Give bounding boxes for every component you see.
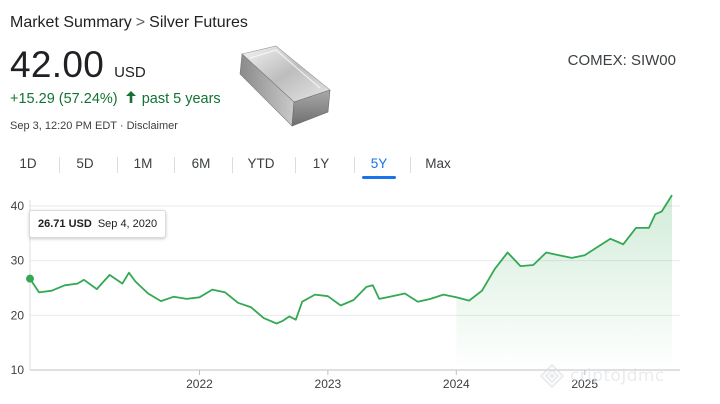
- breadcrumb: Market Summary > Silver Futures: [10, 14, 248, 32]
- tab-ytd[interactable]: YTD: [247, 156, 275, 171]
- price-line: [29, 194, 673, 325]
- tab-5y[interactable]: 5Y: [362, 150, 396, 180]
- x-tick-label: 2024: [443, 377, 470, 391]
- current-price: 42.00: [10, 44, 105, 85]
- y-tick-label: 30: [11, 254, 25, 268]
- watermark: criptoJdmc: [540, 364, 665, 388]
- hover-point: [26, 274, 34, 283]
- breadcrumb-separator: >: [135, 14, 146, 31]
- breadcrumb-current: Silver Futures: [149, 14, 248, 31]
- change-period: past 5 years: [141, 91, 221, 107]
- quote-meta: Sep 3, 12:20 PM EDT · Disclaimer: [10, 120, 178, 132]
- tab-divider: [232, 157, 233, 173]
- tooltip-value: 26.71 USD: [38, 218, 92, 230]
- tooltip-date: Sep 4, 2020: [97, 218, 158, 230]
- x-tick-label: 2025: [571, 377, 598, 391]
- price-chart[interactable]: 10 20 30 40 2022 2023 2024 2025: [0, 190, 720, 404]
- y-tick-label: 10: [11, 363, 25, 377]
- currency-label: USD: [114, 64, 146, 81]
- chart-tooltip: 26.71 USD Sep 4, 2020: [29, 210, 167, 238]
- tab-1y[interactable]: 1Y: [312, 156, 330, 171]
- tab-divider: [295, 157, 296, 173]
- silver-bar-icon: [239, 45, 331, 127]
- tab-divider: [174, 157, 175, 173]
- breadcrumb-root-link[interactable]: Market Summary: [10, 14, 132, 31]
- tab-divider: [410, 157, 411, 173]
- tab-divider: [117, 157, 118, 173]
- tab-max[interactable]: Max: [425, 156, 451, 171]
- quote-timestamp: Sep 3, 12:20 PM EDT: [10, 120, 117, 132]
- x-tick-label: 2023: [315, 377, 342, 391]
- tab-5d[interactable]: 5D: [76, 156, 94, 171]
- tab-1d[interactable]: 1D: [19, 156, 37, 171]
- price-change: +15.29 (57.24%) past 5 years: [10, 91, 221, 107]
- x-tick-label: 2022: [186, 377, 213, 391]
- watermark-text: criptoJdmc: [570, 366, 665, 386]
- meta-separator: ·: [119, 120, 124, 132]
- ticker-symbol: COMEX: SIW00: [567, 52, 676, 69]
- change-value: +15.29 (57.24%): [10, 91, 118, 107]
- price-row: 42.00 USD: [10, 44, 146, 86]
- tab-divider: [59, 157, 60, 173]
- watermark-logo: [540, 364, 564, 388]
- y-tick-label: 40: [11, 199, 25, 213]
- tab-6m[interactable]: 6M: [191, 156, 211, 171]
- price-area-fill: [456, 195, 672, 370]
- arrow-up-icon: [125, 91, 140, 107]
- y-tick-label: 20: [11, 308, 25, 322]
- tab-1m[interactable]: 1M: [133, 156, 153, 171]
- disclaimer-link[interactable]: Disclaimer: [126, 120, 178, 132]
- range-tabs: 1D 5D 1M 6M YTD 1Y 5Y Max: [0, 150, 720, 182]
- tab-divider: [354, 157, 355, 173]
